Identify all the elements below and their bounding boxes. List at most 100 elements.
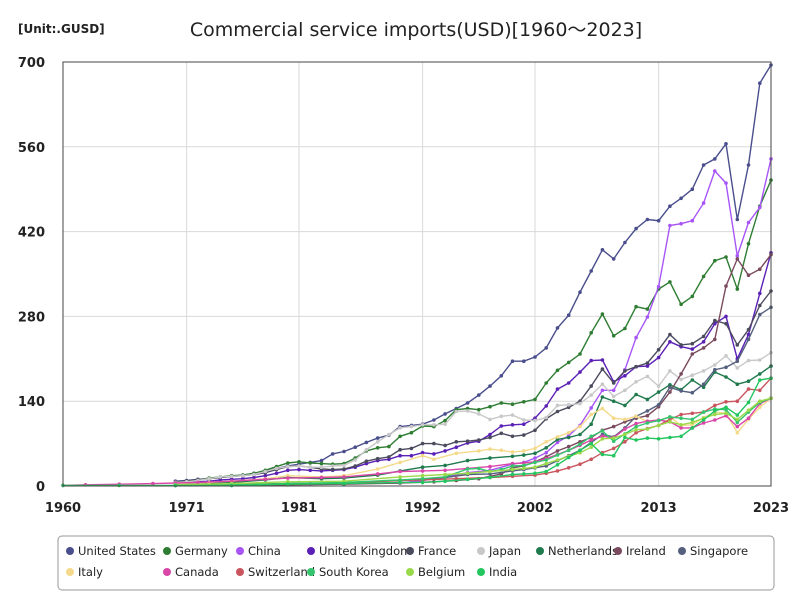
data-point (713, 169, 717, 173)
legend-item[interactable]: Belgium (406, 565, 465, 579)
data-point (342, 481, 346, 486)
data-point (510, 402, 515, 407)
data-point (533, 471, 537, 476)
legend-item[interactable]: Ireland (614, 544, 666, 558)
legend-swatch (678, 547, 686, 555)
data-point (555, 469, 560, 473)
data-point (735, 413, 740, 417)
data-point (735, 417, 740, 422)
data-point (286, 476, 290, 480)
data-point (701, 201, 706, 205)
legend-label: Singapore (690, 544, 748, 558)
data-point (544, 446, 548, 450)
data-point (364, 459, 369, 464)
data-point (566, 466, 571, 470)
legend-label: United Kingdom (319, 544, 411, 558)
data-point (263, 469, 268, 474)
y-tick-label: 700 (18, 56, 45, 71)
data-point (634, 414, 638, 419)
data-point (679, 377, 683, 382)
legend-item[interactable]: Germany (163, 544, 228, 558)
data-point (398, 434, 402, 439)
legend-item[interactable]: Canada (163, 565, 219, 579)
data-point (409, 430, 414, 435)
plot-area (61, 63, 773, 488)
data-point (656, 218, 661, 223)
data-point (713, 363, 717, 367)
data-point (645, 436, 650, 440)
data-point (510, 413, 515, 417)
data-point (735, 359, 740, 364)
data-point (420, 423, 425, 427)
data-point (544, 458, 548, 462)
y-tick-label: 0 (36, 480, 45, 495)
data-point (387, 444, 391, 449)
data-point (533, 460, 537, 465)
data-point (297, 460, 301, 464)
data-point (679, 412, 683, 417)
legend-item[interactable]: United Kingdom (307, 544, 411, 558)
data-point (713, 412, 717, 417)
data-point (589, 269, 593, 273)
data-point (634, 430, 638, 435)
data-point (679, 416, 683, 421)
data-point (724, 284, 728, 288)
data-point (477, 407, 481, 412)
data-point (623, 240, 627, 245)
data-point (600, 248, 605, 252)
data-point (623, 440, 627, 444)
data-point (634, 424, 638, 429)
data-point (533, 355, 537, 359)
data-point (679, 221, 683, 226)
data-point (196, 480, 200, 485)
data-point (544, 461, 548, 466)
data-point (611, 381, 616, 385)
data-point (533, 451, 537, 456)
legend-item[interactable]: Netherlands (536, 544, 618, 558)
data-point (499, 374, 504, 378)
legend-item[interactable]: India (477, 565, 517, 579)
data-point (229, 483, 234, 488)
data-point (600, 312, 605, 316)
data-point (510, 472, 515, 477)
plot-frame (62, 61, 772, 487)
data-point (488, 456, 492, 460)
legend-item[interactable]: Singapore (678, 544, 748, 558)
data-point (555, 453, 560, 457)
data-point (555, 440, 560, 445)
data-point (443, 449, 447, 453)
data-point (713, 157, 717, 161)
data-point (701, 410, 706, 414)
data-point (522, 453, 526, 457)
data-point (668, 385, 672, 390)
data-point (454, 445, 459, 450)
data-point (409, 446, 414, 451)
data-point (656, 423, 661, 428)
legend-item[interactable]: China (236, 544, 281, 558)
legend-item[interactable]: Switzerland (236, 565, 315, 579)
data-point (735, 254, 740, 258)
data-point (522, 400, 526, 404)
data-point (634, 392, 638, 397)
legend-item[interactable]: South Korea (307, 565, 389, 579)
data-point (252, 472, 256, 477)
legend-item[interactable]: Italy (66, 565, 103, 579)
legend-item[interactable]: United States (66, 544, 156, 558)
legend-box (57, 535, 775, 591)
legend-item[interactable]: Japan (477, 544, 521, 558)
series-line (62, 397, 772, 487)
data-point (611, 394, 616, 399)
series-line (175, 179, 772, 484)
data-point (701, 418, 706, 422)
data-point (623, 427, 627, 431)
data-point (555, 387, 560, 391)
data-point (578, 424, 582, 429)
data-point (443, 479, 447, 484)
data-point (533, 446, 537, 451)
legend-item[interactable]: France (406, 544, 456, 558)
data-point (758, 358, 762, 362)
data-point (330, 452, 335, 456)
data-point (656, 284, 661, 289)
data-point (758, 405, 762, 410)
data-point (600, 452, 605, 457)
